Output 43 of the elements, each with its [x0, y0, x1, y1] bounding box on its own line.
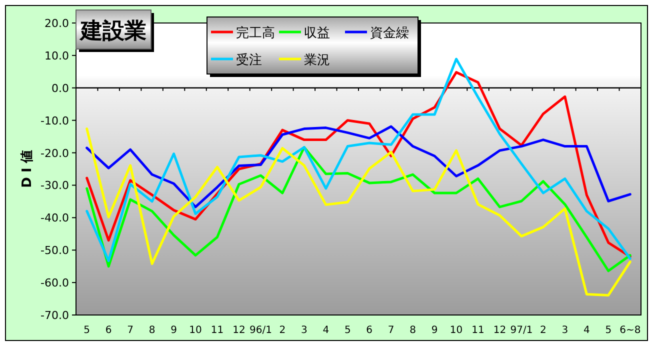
x-tick-label: 6~8 [620, 325, 641, 336]
y-tick-label: 10.0 [44, 49, 69, 62]
legend-label: 業況 [304, 53, 330, 68]
x-tick-label: 6 [105, 325, 112, 336]
x-tick-label: 5 [84, 325, 90, 336]
y-tick-label: 0.0 [52, 82, 69, 95]
x-tick-label: 3 [300, 325, 308, 336]
x-tick-label: 3 [562, 325, 568, 336]
chart-title: 建設業 [78, 19, 146, 44]
x-tick-label: 5 [605, 325, 612, 336]
y-tick-label: -40.0 [40, 212, 69, 225]
y-tick-label: -70.0 [40, 309, 69, 322]
x-tick-label: 96/1 [249, 325, 272, 336]
x-tick-label: 5 [344, 325, 351, 336]
x-tick-label: 2 [279, 325, 286, 336]
x-tick-label: 8 [148, 325, 156, 336]
x-tick-label: 7 [127, 325, 134, 336]
x-tick-label: 11 [472, 325, 484, 336]
x-tick-label: 9 [431, 325, 438, 336]
legend-label: 収益 [304, 26, 330, 41]
y-tick-label: -60.0 [40, 276, 69, 290]
y-tick-label: 20.0 [44, 17, 69, 30]
x-tick-label: 97/1 [510, 325, 533, 336]
x-tick-label: 9 [170, 325, 177, 336]
x-tick-label: 8 [410, 325, 416, 336]
legend-label: 完工高 [236, 25, 275, 41]
y-tick-label: -30.0 [40, 179, 69, 192]
x-tick-label: 10 [189, 325, 202, 336]
x-tick-label: 10 [450, 325, 463, 336]
x-tick-label: 11 [210, 325, 224, 336]
x-tick-label: 4 [583, 325, 590, 336]
y-tick-label: -20.0 [40, 146, 69, 160]
legend-label: 資金繰 [370, 26, 409, 41]
x-tick-label: 12 [232, 325, 246, 336]
y-tick-label: -10.0 [40, 114, 69, 128]
legend-label: 受注 [236, 53, 262, 68]
x-tick-label: 12 [493, 325, 506, 336]
x-tick-label: 4 [322, 325, 330, 336]
x-tick-label: 6 [366, 325, 373, 336]
x-tick-label: 2 [540, 325, 546, 336]
y-axis-title: D I 値 [20, 150, 35, 188]
y-tick-label: -50.0 [40, 244, 69, 258]
x-tick-label: 7 [388, 325, 394, 336]
